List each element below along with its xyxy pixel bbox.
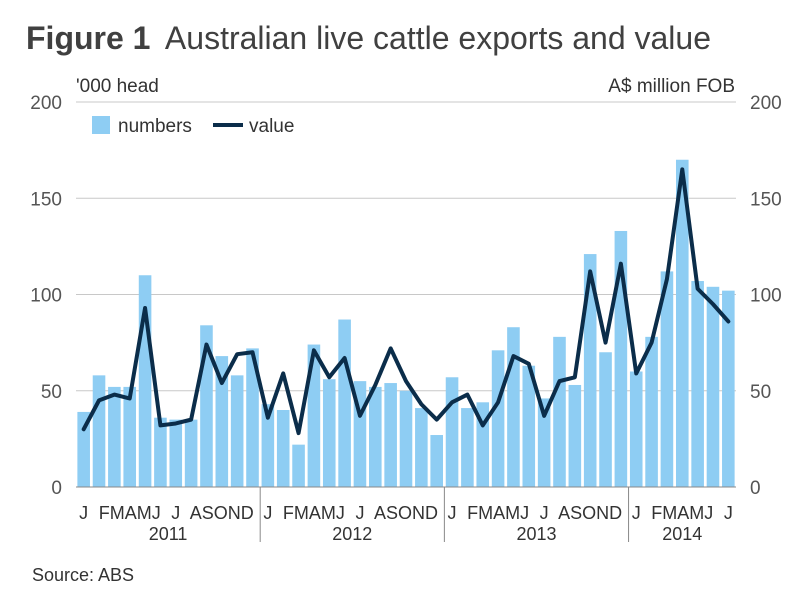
bar-41 [706,286,720,487]
chart-title-figure: Figure 1 [26,20,150,56]
month-label-6: J [355,503,364,523]
y-tick-left-50: 50 [41,382,62,403]
left-axis-label: '000 head [76,76,159,97]
legend-swatch-numbers [92,116,110,134]
y-tick-left-150: 150 [30,189,62,210]
y-tick-right-150: 150 [750,189,782,210]
bar-19 [369,386,382,487]
bar-24 [445,377,459,487]
bar-23 [430,435,443,487]
bar-32 [568,384,582,487]
bar-33 [583,254,597,487]
bar-6 [169,419,183,487]
bar-21 [399,390,413,487]
bar-38 [660,271,674,487]
bar-2 [108,386,121,487]
year-label-2013: 2013 [516,524,556,544]
month-label-11: ASOND [558,503,622,523]
bar-12 [261,404,275,487]
month-label-4: J [263,503,272,523]
bar-5 [154,417,167,487]
year-label-2012: 2012 [332,524,372,544]
month-label-1: FMAMJ [99,503,161,523]
bar-22 [415,408,428,487]
source-note: Source: ABS [32,565,134,585]
bar-1 [92,375,106,487]
year-label-2014: 2014 [662,524,702,544]
month-label-8: J [448,503,457,523]
y-tick-right-50: 50 [750,382,771,403]
month-label-7: ASOND [374,503,438,523]
bar-15 [307,344,321,487]
bar-36 [629,371,643,487]
bar-40 [691,281,704,487]
month-label-14: J [724,503,733,523]
bar-27 [491,350,505,487]
y-tick-right-200: 200 [750,93,782,114]
month-label-0: J [79,503,88,523]
month-label-9: FMAMJ [467,503,529,523]
y-tick-left-200: 200 [30,93,62,114]
bar-42 [722,290,735,487]
bar-28 [507,327,520,487]
bar-16 [322,379,336,487]
bar-14 [292,444,305,487]
right-axis-label: A$ million FOB [608,76,735,97]
bar-29 [522,365,536,487]
bar-13 [276,410,290,487]
month-label-3: ASOND [190,503,254,523]
bar-39 [675,159,689,487]
bar-30 [537,398,551,487]
month-label-10: J [540,503,549,523]
y-tick-left-100: 100 [30,286,62,307]
y-tick-left-0: 0 [51,478,62,499]
year-label-2011: 2011 [149,524,188,544]
y-tick-labels: 0 0 50 50 100 100 150 150 200 200 [30,93,781,499]
bar-series-numbers [77,159,735,487]
bar-0 [77,411,90,487]
month-label-12: J [632,503,641,523]
x-axis: J FMAMJ J ASOND J FMAMJ J ASOND J FMAMJ J ASOND J FMA… [76,486,736,544]
y-tick-right-100: 100 [750,286,782,307]
bar-7 [184,419,198,487]
month-label-13: FMAMJ [651,503,713,523]
line-series-value [81,167,731,436]
bar-25 [461,408,474,487]
value-line [81,167,731,436]
y-tick-right-0: 0 [750,478,761,499]
bar-20 [384,383,397,487]
chart-title-text: Australian live cattle exports and value [165,20,711,56]
bar-37 [645,336,658,487]
month-label-5: FMAMJ [283,503,345,523]
legend-label-numbers: numbers [118,116,192,137]
legend-label-value: value [249,116,294,137]
bar-3 [123,386,137,487]
month-label-2: J [171,503,180,523]
bar-9 [215,356,229,487]
legend: numbers value [92,116,294,137]
bar-17 [338,319,351,487]
bar-31 [553,336,566,487]
bar-11 [246,348,259,487]
bar-10 [230,375,244,487]
chart-title: Figure 1 Australian live cattle exports … [26,20,711,56]
bar-34 [599,352,612,487]
